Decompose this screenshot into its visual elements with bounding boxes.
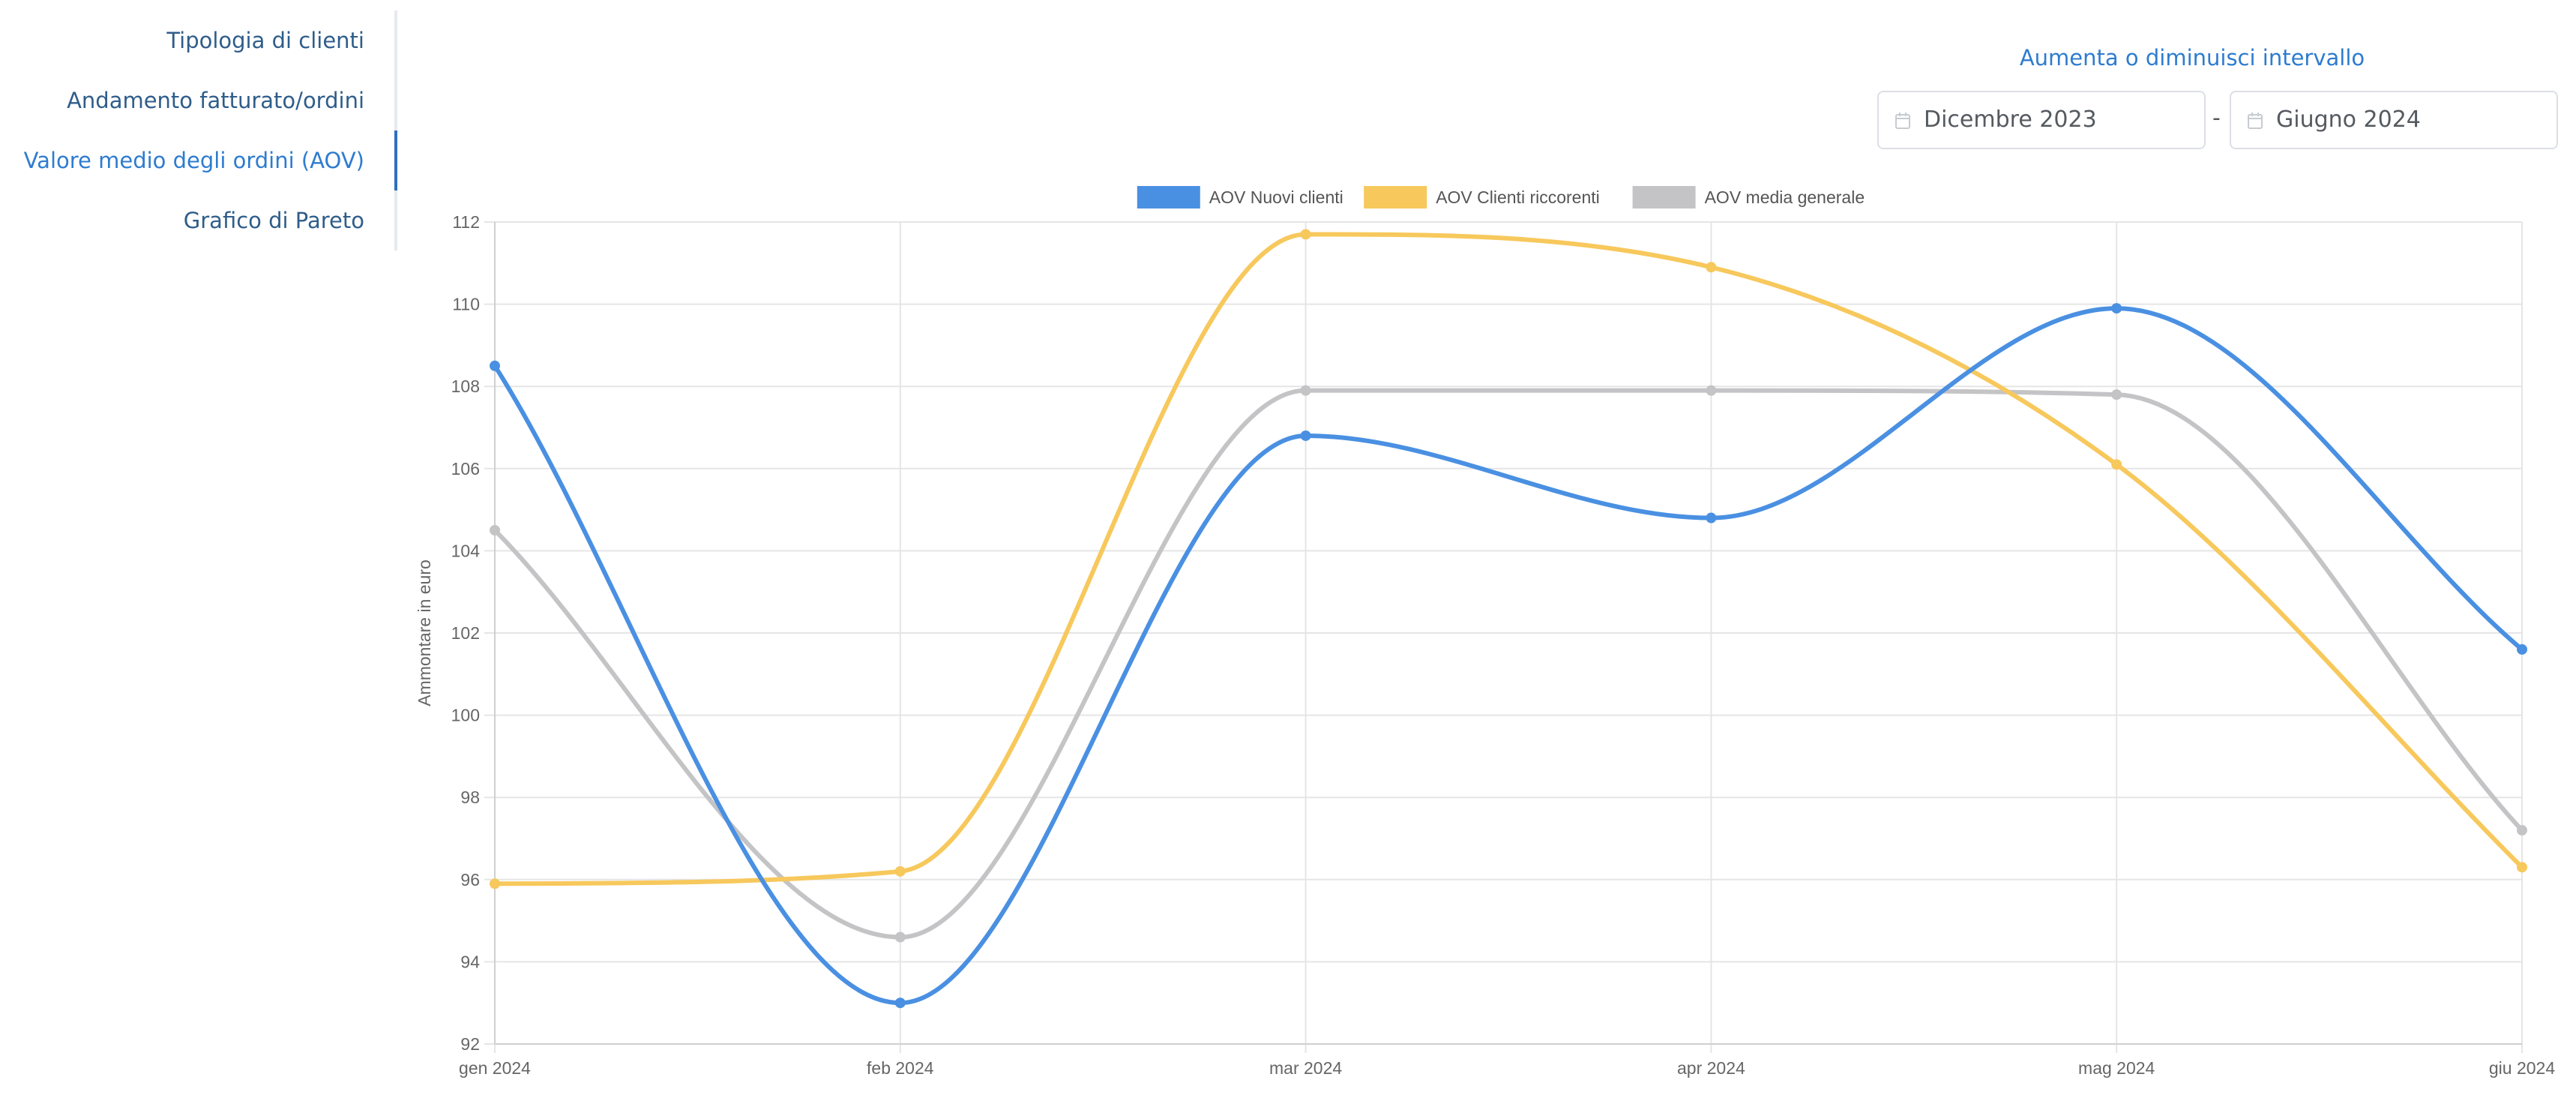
data-point — [2111, 389, 2122, 400]
data-point — [1300, 430, 1311, 441]
legend-swatch-0 — [1137, 186, 1200, 208]
sidebar-item-aov[interactable]: Valore medio degli ordini (AOV) — [0, 130, 397, 190]
data-point — [894, 866, 906, 877]
y-tick-label: 104 — [451, 541, 481, 560]
data-point — [894, 932, 906, 943]
x-tick-label: apr 2024 — [1677, 1058, 1745, 1078]
sidebar-item-tipologia-clienti[interactable]: Tipologia di clienti — [166, 28, 364, 53]
data-point — [1706, 512, 1717, 524]
y-tick-label: 100 — [451, 706, 480, 725]
legend-swatch-2 — [1632, 186, 1696, 208]
y-tick-label: 94 — [460, 952, 480, 971]
calendar-icon — [2248, 112, 2263, 129]
data-point — [2517, 825, 2527, 836]
y-tick-label: 106 — [451, 459, 480, 478]
start-date-picker[interactable]: Dicembre 2023 — [1877, 91, 2206, 149]
series-line-2 — [493, 388, 2524, 940]
y-tick-label: 96 — [460, 870, 480, 890]
x-tick-label: giu 2024 — [2489, 1058, 2555, 1078]
data-point — [490, 878, 500, 890]
y-tick-label: 110 — [452, 295, 480, 314]
legend-swatch-1 — [1364, 186, 1427, 208]
x-tick-label: mar 2024 — [1269, 1058, 1342, 1078]
data-point — [2111, 459, 2122, 470]
y-tick-label: 92 — [460, 1034, 480, 1054]
y-tick-label: 102 — [451, 623, 480, 643]
start-date-value: Dicembre 2023 — [1924, 106, 2097, 133]
x-tick-label: feb 2024 — [867, 1058, 934, 1078]
sidebar-nav: Tipologia di clienti Andamento fatturato… — [0, 10, 397, 250]
data-point — [2517, 644, 2527, 655]
calendar-icon — [1895, 112, 1910, 129]
data-point — [894, 998, 906, 1009]
range-title: Aumenta o diminuisci intervallo — [2019, 45, 2365, 70]
data-point — [1300, 385, 1311, 396]
legend-label-0: AOV Nuovi clienti — [1209, 188, 1343, 207]
y-tick-label: 108 — [451, 376, 480, 396]
legend-label-2: AOV media generale — [1705, 188, 1865, 207]
x-tick-label: mag 2024 — [2078, 1058, 2155, 1078]
data-point — [2517, 862, 2527, 873]
y-tick-label: 112 — [452, 212, 480, 232]
legend-label-1: AOV Clienti riccorenti — [1436, 188, 1600, 207]
y-axis-label: Ammontare in euro — [415, 560, 434, 706]
range-separator: - — [2212, 105, 2221, 131]
x-tick-label: gen 2024 — [459, 1058, 531, 1078]
end-date-value: Giugno 2024 — [2276, 106, 2421, 133]
sidebar-item-andamento-fatturato[interactable]: Andamento fatturato/ordini — [67, 88, 364, 113]
data-point — [490, 525, 500, 536]
data-point — [1300, 229, 1311, 240]
sidebar-item-pareto[interactable]: Grafico di Pareto — [183, 208, 364, 233]
data-point — [2111, 303, 2122, 314]
series-line-0 — [493, 306, 2524, 1006]
y-tick-label: 98 — [460, 788, 480, 807]
data-point — [1706, 385, 1717, 396]
data-point — [1706, 262, 1717, 273]
series-line-1 — [493, 232, 2524, 886]
end-date-picker[interactable]: Giugno 2024 — [2230, 91, 2558, 149]
data-point — [490, 360, 500, 371]
